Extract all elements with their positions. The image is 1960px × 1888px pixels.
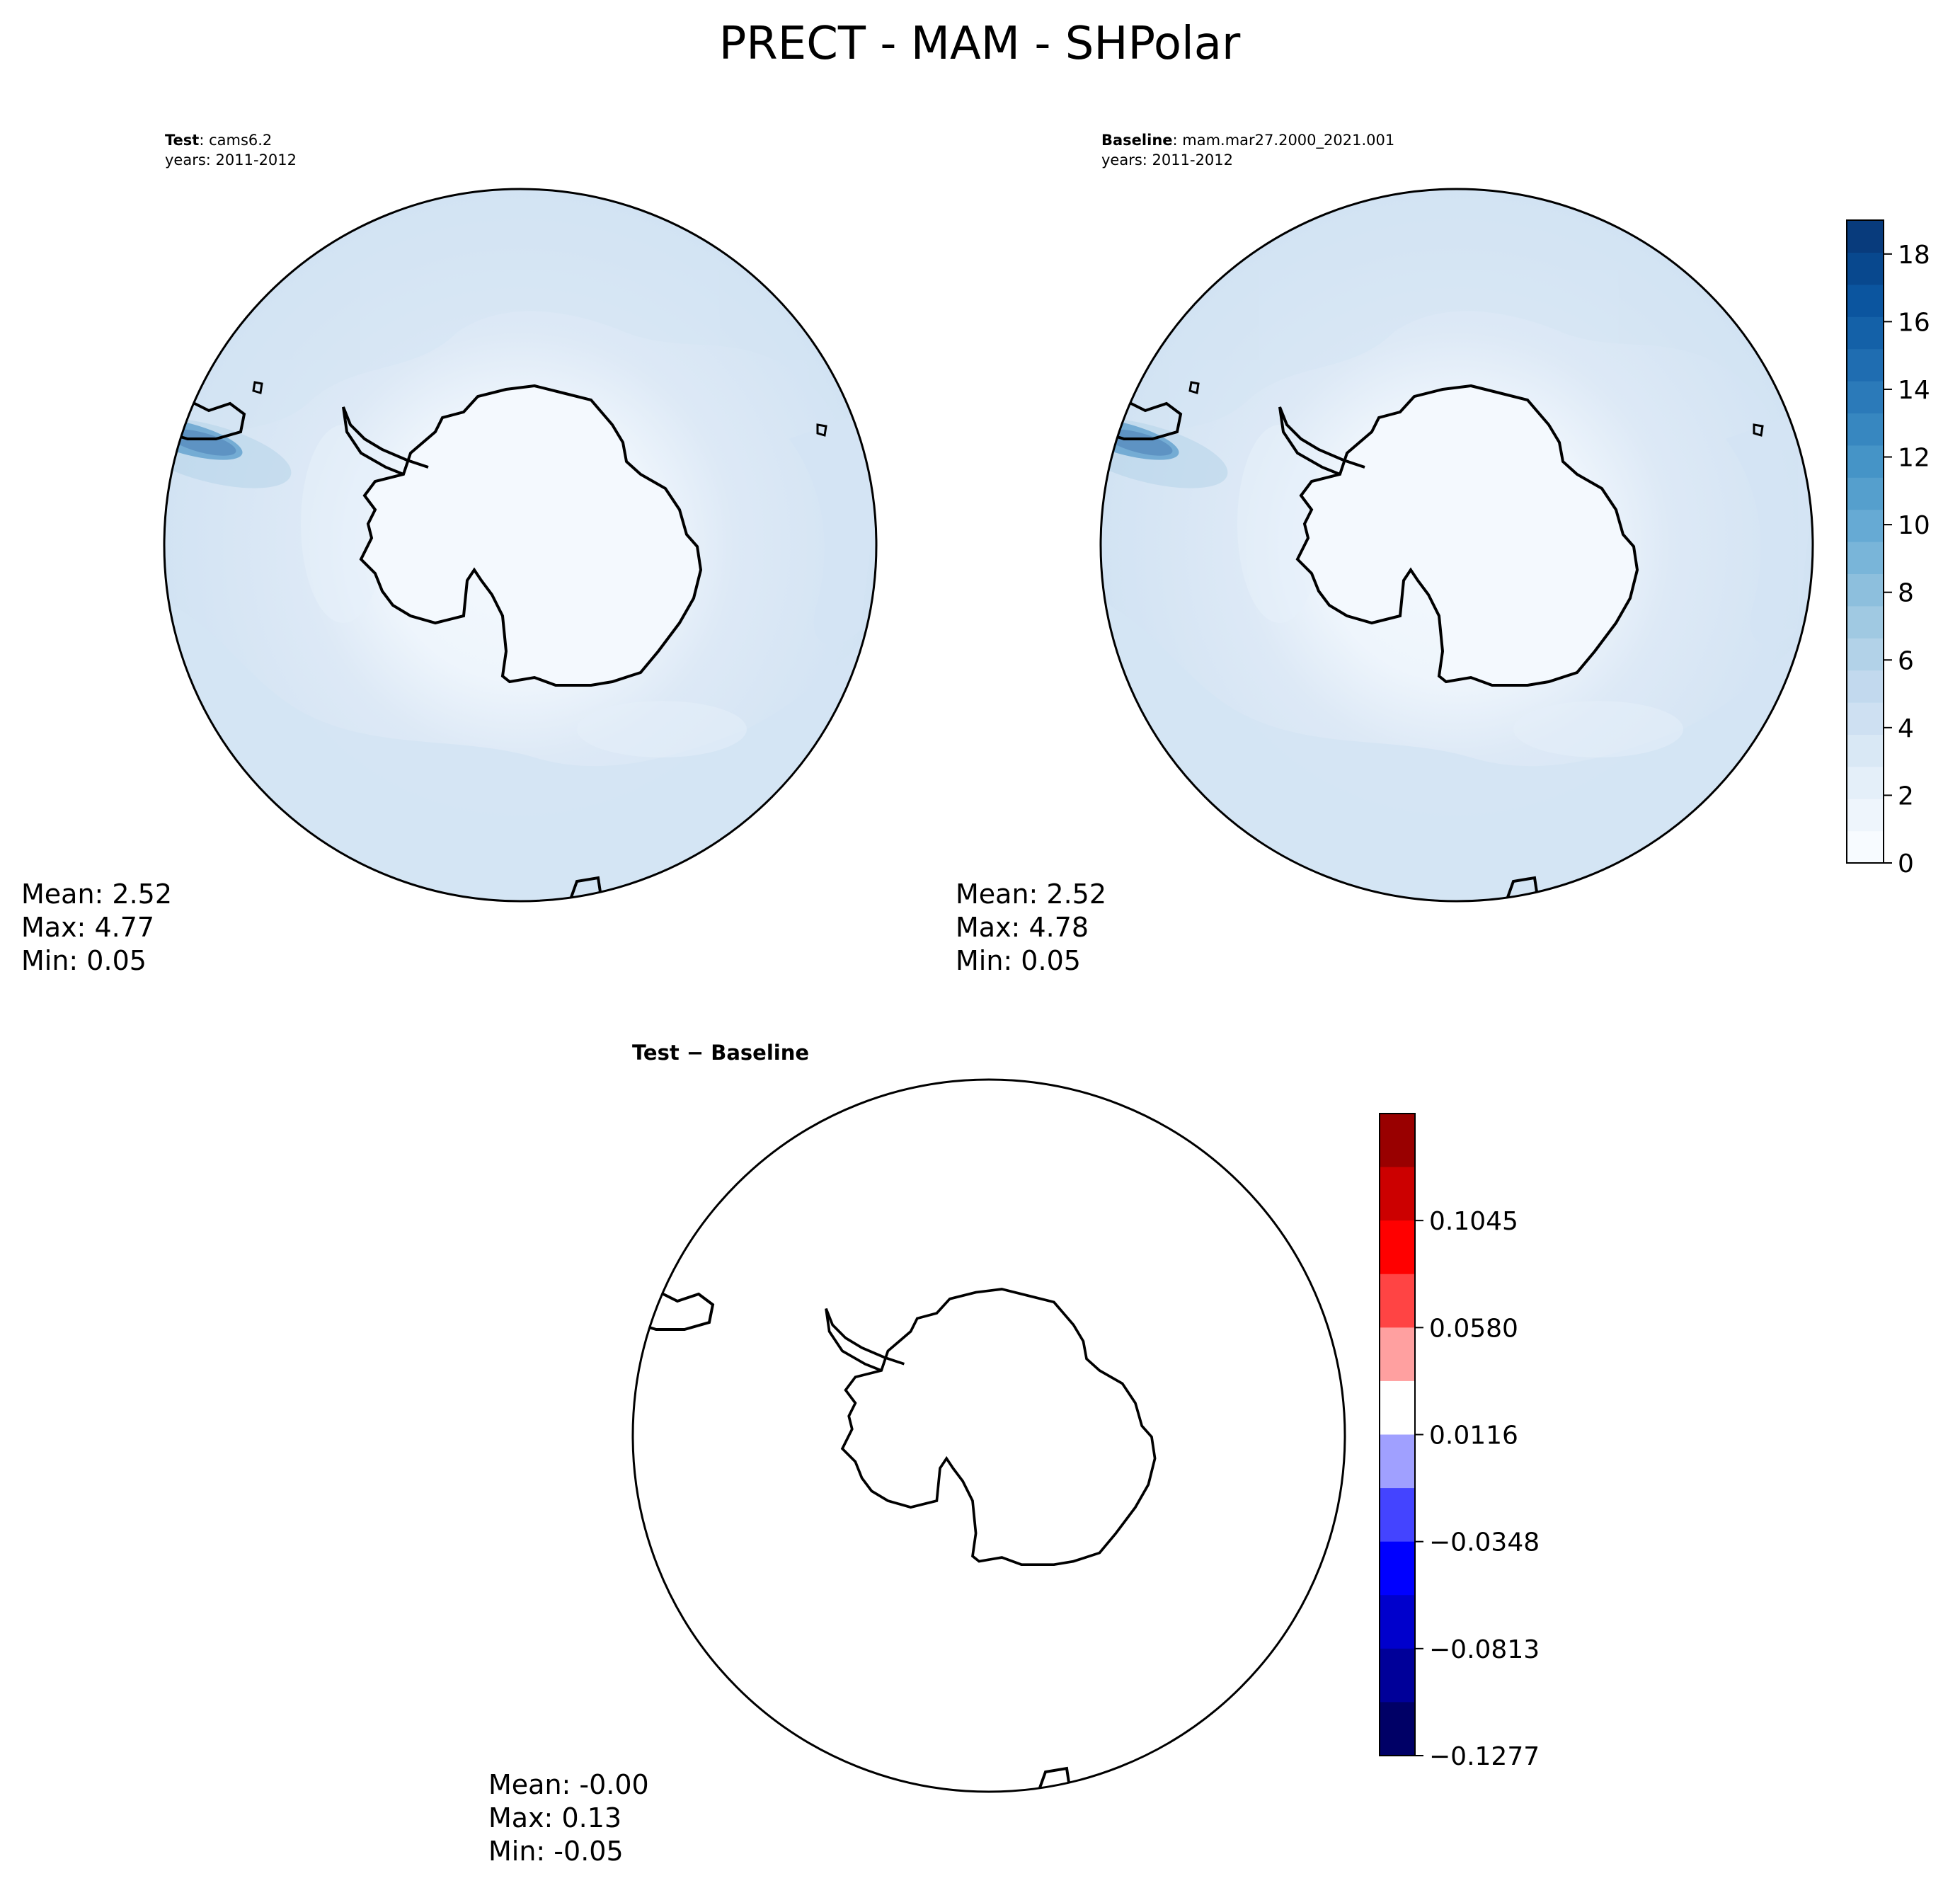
precip-colorbar-band (1847, 638, 1884, 671)
precip-colorbar-band (1847, 477, 1884, 510)
precip-colorbar-band (1847, 509, 1884, 542)
diff-colorbar-band (1380, 1327, 1415, 1382)
diff-colorbar-tick-label: −0.0813 (1429, 1635, 1540, 1664)
baseline-years: years: 2011-2012 (1101, 151, 1233, 168)
precip-colorbar-band (1847, 284, 1884, 317)
diff-colorbar-band (1380, 1488, 1415, 1543)
test-map (163, 188, 878, 903)
precip-colorbar-tick-label: 2 (1898, 782, 1914, 811)
diff-colorbar-band (1380, 1434, 1415, 1489)
figure-title: PRECT - MAM - SHPolar (719, 18, 1241, 70)
diff-colorbar-tick-label: −0.0348 (1429, 1528, 1540, 1557)
baseline-stat-mean: Mean: 2.52 (956, 879, 1106, 910)
diff-colorbar-band (1380, 1114, 1415, 1168)
precip-colorbar-tick-label: 8 (1898, 579, 1914, 608)
baseline-panel: Baseline: mam.mar27.2000_2021.001 years:… (956, 132, 1814, 976)
test-stat-max: Max: 4.77 (21, 912, 154, 943)
diff-colorbar-band (1380, 1167, 1415, 1221)
diff-colorbar-tick-label: 0.0116 (1429, 1421, 1518, 1451)
precip-colorbar-band (1847, 445, 1884, 478)
precip-colorbar: 0 2 4 6 8 10 12 14 16 18 (1846, 219, 1930, 879)
precip-colorbar-tick-label: 12 (1898, 444, 1930, 473)
precip-colorbar-band (1847, 766, 1884, 799)
precip-colorbar-band (1847, 413, 1884, 446)
precip-colorbar-band (1847, 605, 1884, 639)
precip-colorbar-band (1847, 316, 1884, 350)
test-stat-mean: Mean: 2.52 (21, 879, 172, 910)
precip-colorbar-band (1847, 542, 1884, 574)
baseline-stat-max: Max: 4.78 (956, 912, 1089, 943)
diff-colorbar-band (1380, 1220, 1415, 1275)
precip-colorbar-band (1847, 830, 1884, 864)
diff-colorbar-band (1380, 1702, 1415, 1756)
diff-colorbar: 0.1045 0.0580 0.0116 −0.0348 −0.0813 −0.1277 (1379, 1113, 1540, 1771)
diff-colorbar-bands (1380, 1114, 1415, 1756)
precip-colorbar-band (1847, 348, 1884, 382)
test-label-rest: : cams6.2 (199, 132, 272, 149)
baseline-label-bold: Baseline (1101, 132, 1173, 149)
diff-colorbar-band (1380, 1541, 1415, 1596)
precip-colorbar-tick-label: 6 (1898, 646, 1914, 675)
precip-colorbar-bands (1847, 220, 1884, 864)
precip-colorbar-band (1847, 734, 1884, 767)
diff-colorbar-band (1380, 1595, 1415, 1649)
precip-colorbar-band (1847, 670, 1884, 703)
precip-colorbar-band (1847, 799, 1884, 832)
precip-colorbar-tick-label: 0 (1898, 849, 1914, 879)
test-label-bold: Test (165, 132, 199, 149)
diff-stat-max: Max: 0.13 (488, 1802, 621, 1833)
precip-colorbar-band (1847, 702, 1884, 735)
test-years: years: 2011-2012 (165, 151, 297, 168)
precip-colorbar-tick-label: 16 (1898, 308, 1930, 337)
precip-colorbar-tick-label: 10 (1898, 511, 1930, 540)
baseline-panel-label: Baseline: mam.mar27.2000_2021.001 (1101, 132, 1394, 149)
baseline-map (1099, 188, 1814, 903)
diff-colorbar-tick-label: −0.1277 (1429, 1742, 1540, 1771)
precip-colorbar-ticks: 0 2 4 6 8 10 12 14 16 18 (1884, 241, 1930, 879)
precip-colorbar-band (1847, 220, 1884, 253)
diff-colorbar-band (1380, 1648, 1415, 1703)
diff-panel-label: Test − Baseline (632, 1041, 809, 1065)
precip-colorbar-band (1847, 381, 1884, 413)
test-stat-min: Min: 0.05 (21, 945, 147, 976)
diff-stat-mean: Mean: -0.00 (488, 1769, 649, 1800)
precip-colorbar-band (1847, 573, 1884, 607)
diff-stat-min: Min: -0.05 (488, 1836, 624, 1867)
precip-colorbar-tick-label: 14 (1898, 376, 1930, 405)
diff-map (631, 1078, 1346, 1793)
baseline-label-rest: : mam.mar27.2000_2021.001 (1173, 132, 1395, 149)
diff-colorbar-tick-label: 0.0580 (1429, 1314, 1518, 1343)
precip-colorbar-band (1847, 252, 1884, 285)
precip-colorbar-tick-label: 4 (1898, 714, 1914, 743)
diff-colorbar-band (1380, 1274, 1415, 1328)
diff-colorbar-ticks: 0.1045 0.0580 0.0116 −0.0348 −0.0813 −0.1277 (1415, 1207, 1540, 1771)
baseline-stat-min: Min: 0.05 (956, 945, 1081, 976)
diff-colorbar-band (1380, 1380, 1415, 1436)
test-panel: Test: cams6.2 years: 2011-2012 (21, 132, 878, 976)
diff-colorbar-tick-label: 0.1045 (1429, 1207, 1518, 1236)
test-panel-label: Test: cams6.2 (165, 132, 272, 149)
precip-colorbar-tick-label: 18 (1898, 241, 1930, 270)
diff-panel: Test − Baseline (488, 1041, 1346, 1867)
